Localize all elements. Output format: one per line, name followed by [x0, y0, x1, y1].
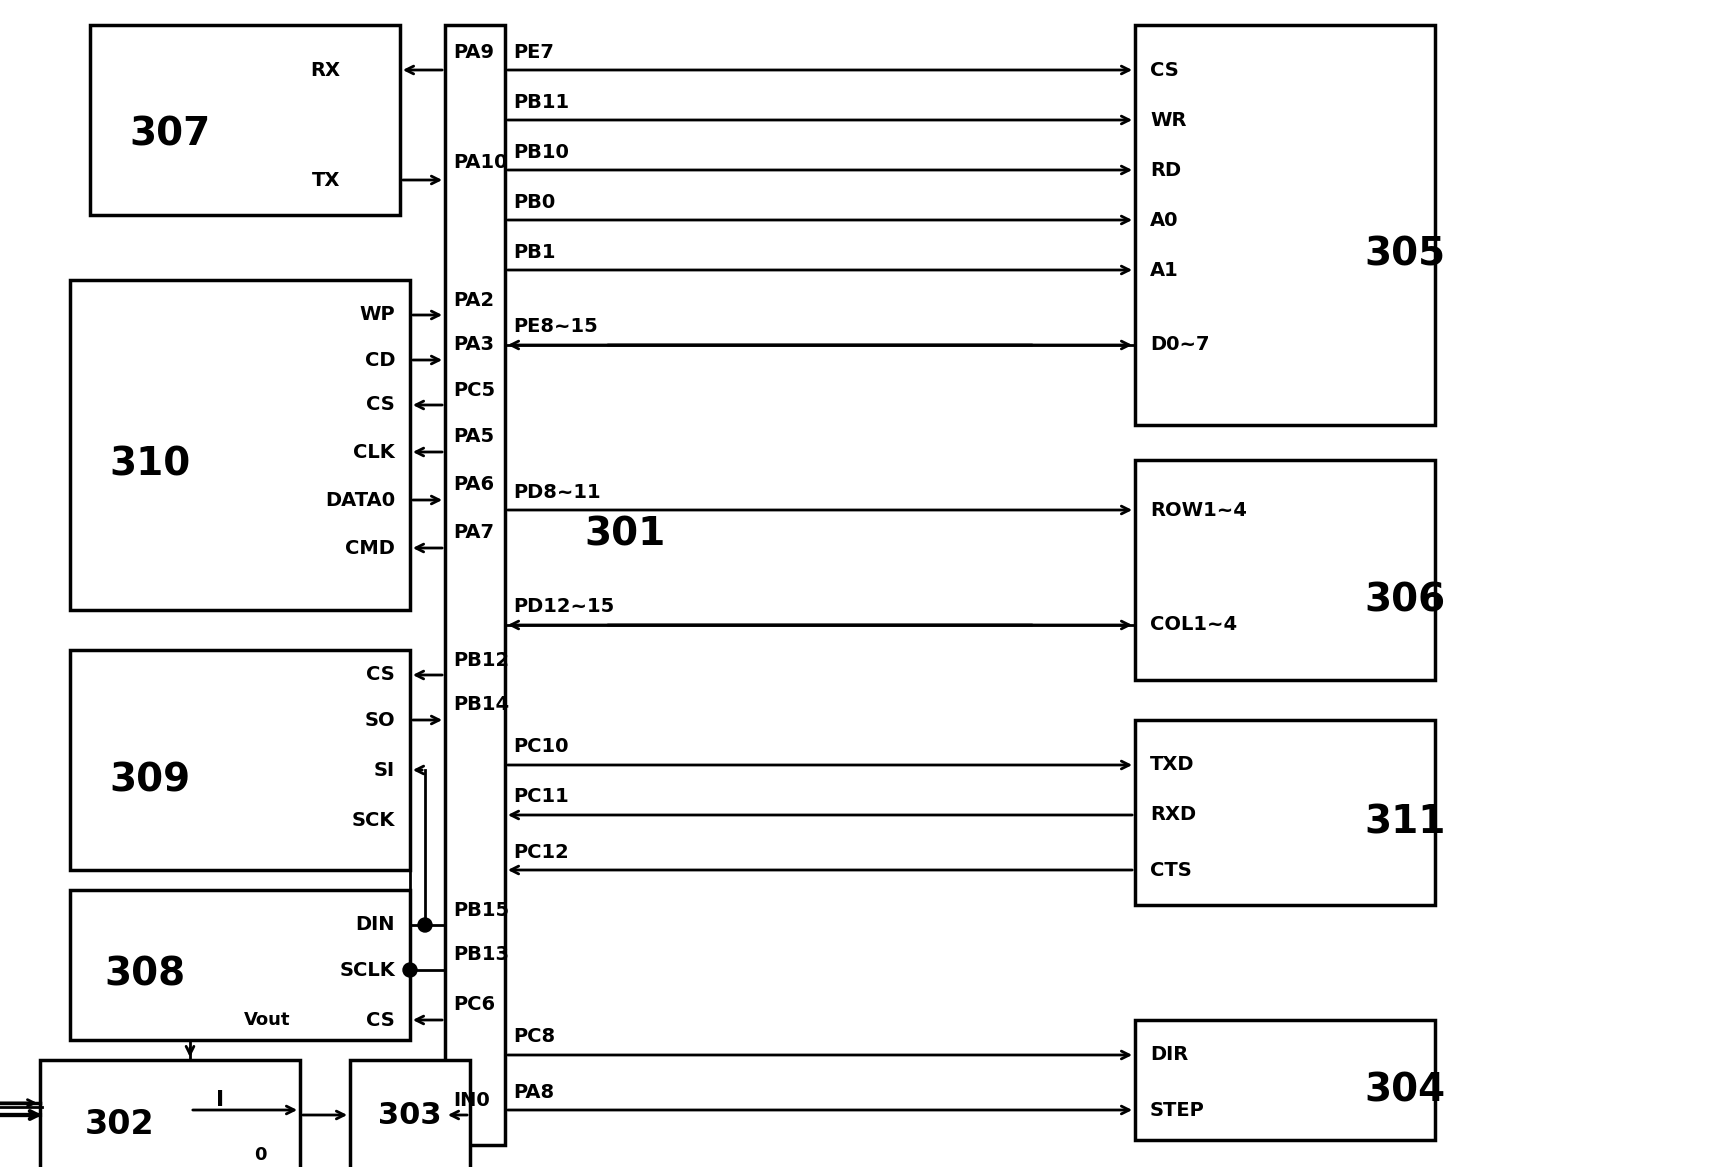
- Text: 306: 306: [1365, 581, 1445, 619]
- Text: 308: 308: [104, 956, 186, 994]
- Text: PC8: PC8: [513, 1027, 556, 1047]
- Text: TXD: TXD: [1151, 755, 1195, 775]
- Text: PC10: PC10: [513, 738, 568, 756]
- Text: PB15: PB15: [453, 901, 510, 920]
- Text: 305: 305: [1365, 236, 1445, 274]
- Text: PB11: PB11: [513, 92, 569, 112]
- Bar: [1135, 25, 1435, 425]
- Text: CTS: CTS: [1151, 860, 1192, 880]
- Bar: [445, 25, 504, 1145]
- Bar: [91, 25, 400, 215]
- Text: WP: WP: [359, 306, 395, 324]
- Text: PA3: PA3: [453, 335, 494, 355]
- Text: IN0: IN0: [453, 1090, 489, 1110]
- Text: PA7: PA7: [453, 524, 494, 543]
- Text: DIN: DIN: [356, 915, 395, 935]
- Text: PB1: PB1: [513, 243, 556, 261]
- Text: PE7: PE7: [513, 42, 554, 62]
- Bar: [351, 1060, 470, 1167]
- Text: SO: SO: [364, 711, 395, 729]
- Text: ROW1~4: ROW1~4: [1151, 501, 1247, 519]
- Text: RXD: RXD: [1151, 805, 1195, 825]
- Text: TX: TX: [311, 170, 340, 189]
- Text: PA10: PA10: [453, 153, 508, 172]
- Text: PD12~15: PD12~15: [513, 598, 614, 616]
- Bar: [1135, 460, 1435, 680]
- Text: 309: 309: [109, 761, 190, 799]
- Text: PC12: PC12: [513, 843, 569, 861]
- Text: RD: RD: [1151, 161, 1182, 180]
- Bar: [70, 650, 410, 871]
- Text: CS: CS: [1151, 61, 1178, 79]
- Text: DATA0: DATA0: [325, 490, 395, 510]
- Text: 304: 304: [1365, 1071, 1445, 1109]
- Bar: [1135, 1020, 1435, 1140]
- Text: PC5: PC5: [453, 380, 496, 399]
- Text: 0: 0: [253, 1146, 267, 1163]
- Text: I: I: [215, 1090, 224, 1110]
- Text: WR: WR: [1151, 111, 1187, 130]
- Text: PB0: PB0: [513, 193, 556, 211]
- Text: STEP: STEP: [1151, 1100, 1206, 1119]
- Text: D0~7: D0~7: [1151, 335, 1209, 355]
- Bar: [70, 280, 410, 610]
- Text: COL1~4: COL1~4: [1151, 615, 1236, 635]
- Bar: [1135, 720, 1435, 904]
- Text: PC6: PC6: [453, 995, 496, 1014]
- Text: 307: 307: [130, 116, 210, 154]
- Text: PB13: PB13: [453, 945, 510, 964]
- Text: Vout: Vout: [243, 1011, 291, 1029]
- Text: 310: 310: [109, 446, 190, 484]
- Text: 311: 311: [1365, 803, 1445, 841]
- Text: A0: A0: [1151, 210, 1178, 230]
- Text: PE8~15: PE8~15: [513, 317, 598, 336]
- Text: A1: A1: [1151, 260, 1178, 280]
- Text: PB10: PB10: [513, 142, 569, 161]
- Text: PA6: PA6: [453, 475, 494, 495]
- Text: CS: CS: [366, 396, 395, 414]
- Text: SCLK: SCLK: [339, 960, 395, 979]
- Bar: [39, 1060, 299, 1167]
- Text: CS: CS: [366, 665, 395, 685]
- Text: PC11: PC11: [513, 788, 569, 806]
- Text: PD8~11: PD8~11: [513, 482, 600, 502]
- Bar: [70, 890, 410, 1040]
- Text: PB12: PB12: [453, 650, 510, 670]
- Text: CLK: CLK: [354, 442, 395, 461]
- Text: SCK: SCK: [352, 811, 395, 830]
- Text: 301: 301: [585, 516, 665, 554]
- Text: CMD: CMD: [345, 538, 395, 558]
- Text: CD: CD: [364, 350, 395, 370]
- Text: PA9: PA9: [453, 42, 494, 62]
- Text: PA8: PA8: [513, 1083, 554, 1102]
- Circle shape: [417, 918, 433, 932]
- Text: 303: 303: [378, 1100, 441, 1130]
- Text: CS: CS: [366, 1011, 395, 1029]
- Text: DIR: DIR: [1151, 1046, 1188, 1064]
- Text: 302: 302: [86, 1109, 156, 1141]
- Text: SI: SI: [374, 761, 395, 780]
- Text: PB14: PB14: [453, 696, 510, 714]
- Circle shape: [404, 963, 417, 977]
- Text: RX: RX: [310, 61, 340, 79]
- Text: PA2: PA2: [453, 291, 494, 309]
- Text: PA5: PA5: [453, 427, 494, 447]
